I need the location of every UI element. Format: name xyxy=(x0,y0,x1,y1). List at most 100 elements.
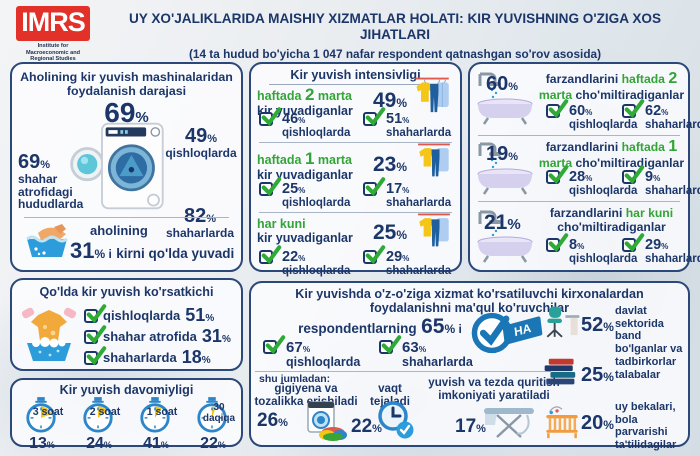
bath-row-text: farzandlarini haftada 1 marta cho'miltir… xyxy=(538,138,685,171)
duration-label: 3 soat xyxy=(32,406,64,418)
panel-intensity: Kir yuvish intensivligi haftada 2 marta … xyxy=(249,62,462,276)
intensity-row-frequency: har kuni kir yuvadiganlar xyxy=(257,217,353,245)
divider xyxy=(24,217,229,218)
office-chair-icon xyxy=(546,306,580,338)
check-square-icon xyxy=(622,165,645,185)
bathtub-icon xyxy=(477,210,533,263)
group-value: 20% xyxy=(581,412,614,434)
check-square-icon xyxy=(379,335,402,355)
handwash-row: shaharlarda 18% xyxy=(84,346,211,368)
stat-rural: 49% qishloqlarda xyxy=(165,125,237,160)
imrs-logo-subtext: Institute for Macroeconomic and Regional… xyxy=(25,43,81,63)
duration-value: 22% xyxy=(200,435,226,452)
duration-label: 1 soat xyxy=(146,406,178,418)
check-square-icon xyxy=(84,346,107,366)
respondents-line: respondentlarning 65% i xyxy=(298,315,462,338)
duration-value: 41% xyxy=(143,435,169,452)
group-text: talabalar xyxy=(615,369,661,381)
stat-rural-cell: 28% qishloqlarda xyxy=(546,165,637,197)
stopwatch-icon xyxy=(197,397,227,433)
bath-row-text: farzandlarini har kuni cho'miltiradiganl… xyxy=(549,206,674,235)
header: IMRS Institute for Macroeconomic and Reg… xyxy=(0,0,700,63)
intensity-row-frequency: haftada 2 marta kir yuvadiganlar xyxy=(257,85,353,118)
stopwatch-icon xyxy=(83,397,113,433)
note-pre: aholining xyxy=(90,223,148,238)
divider xyxy=(259,212,452,213)
panel-handwash-rate: Qo'lda kir yuvish ko'rsatkichi qishloqla… xyxy=(10,278,243,371)
group-value: 25% xyxy=(581,364,614,386)
panel-child-bathing: 60% farzandlarini haftada 2 marta cho'mi… xyxy=(468,62,700,272)
panel-machine-usage: Aholining kir yuvish mashinalaridan foyd… xyxy=(10,62,243,272)
stat-total: 69% xyxy=(104,97,149,128)
benefit-value: 26% xyxy=(257,410,288,431)
handwash-row: shahar atrofida 31% xyxy=(84,325,231,347)
divider xyxy=(259,142,452,143)
check-square-icon xyxy=(363,107,386,127)
divider xyxy=(478,135,680,136)
intensity-row-frequency: haftada 1 marta kir yuvadiganlar xyxy=(257,149,353,182)
benefit-value: 22% xyxy=(351,416,382,437)
bathtub-icon xyxy=(477,72,533,125)
ha-approval-badge: HA xyxy=(469,309,569,361)
benefit-value: 17% xyxy=(455,416,486,437)
check-square-icon xyxy=(259,177,282,197)
duration-value: 13% xyxy=(29,435,55,452)
bath-row-total: 21% xyxy=(484,211,521,234)
divider xyxy=(478,201,680,202)
duration-value: 24% xyxy=(86,435,112,452)
panel-laundromat: Kir yuvishda o'z-o'ziga xizmat ko'rsatil… xyxy=(249,281,690,451)
stat-urban-cell: 17% shaharlarda xyxy=(363,177,461,209)
panel-title: Kir yuvishda o'z-o'ziga xizmat ko'rsatil… xyxy=(295,287,644,316)
intensity-row-total: 23% xyxy=(373,153,408,176)
handwash-row: qishloqlarda 51% xyxy=(84,304,214,326)
panel-title: Aholining kir yuvish mashinalaridan foyd… xyxy=(20,70,233,99)
duration-label: 2 soat xyxy=(89,406,121,418)
stopwatch-icon xyxy=(26,397,56,433)
stat-rural-cell: 25% qishloqlarda xyxy=(259,177,357,209)
check-square-icon xyxy=(259,245,282,265)
machine-clothes-icon xyxy=(307,401,347,441)
check-square-icon xyxy=(84,304,107,324)
clock-check-icon xyxy=(378,401,414,439)
crib-icon xyxy=(546,406,578,439)
ironing-board-icon xyxy=(484,408,534,438)
stat-urban-cell: 63% shaharlarda xyxy=(379,335,483,369)
group-text: uy bekalari, bola parvarishi ta'tilidagi… xyxy=(615,401,677,451)
check-square-icon xyxy=(622,233,645,253)
including-label: shu jumladan: xyxy=(259,373,331,385)
benefit-text: yuvish va tezda quritish imkoniyati yara… xyxy=(428,376,560,403)
intensity-row-total: 25% xyxy=(373,221,408,244)
panel-duration: Kir yuvish davomiyligi 3 soat 13% 2 soat xyxy=(10,378,243,452)
bath-row-text: farzandlarini haftada 2 marta cho'miltir… xyxy=(538,70,685,103)
intensity-row-total: 49% xyxy=(373,89,408,112)
page-subtitle: (14 ta hudud bo'yicha 1 047 nafar respon… xyxy=(188,46,602,61)
panel-title: Qo'lda kir yuvish ko'rsatkichi xyxy=(39,285,214,299)
group-text: davlat sektorida band bo'lganlar va tadb… xyxy=(615,305,683,368)
washing-machine-icon xyxy=(70,122,164,210)
stat-urban-cell: 51% shaharlarda xyxy=(363,107,461,139)
panel-title: Kir yuvish intensivligi xyxy=(269,68,442,86)
clothes-rack-icon xyxy=(418,143,450,177)
check-square-icon xyxy=(263,335,286,355)
imrs-logo-text: IMRS xyxy=(16,6,90,41)
bath-row-total: 60% xyxy=(486,73,519,95)
handwash-icon xyxy=(26,224,68,257)
check-square-icon xyxy=(546,99,569,119)
page-title: UY XO'JALIKLARIDA MAISHIY XIZMATLAR HOLA… xyxy=(128,11,662,43)
check-square-icon xyxy=(259,107,282,127)
note-line: 31% i kirni qo'lda yuvadi xyxy=(70,238,235,263)
check-square-icon xyxy=(363,245,386,265)
group-value: 52% xyxy=(581,314,614,336)
bath-row-total: 19% xyxy=(486,143,519,165)
stat-rural-cell: 60% qishloqlarda xyxy=(546,99,637,131)
panel-title: Kir yuvish davomiyligi xyxy=(59,383,194,397)
stat-urban: 82% shaharlarda xyxy=(165,205,235,240)
bathtub-icon xyxy=(477,142,533,195)
check-square-icon xyxy=(622,99,645,119)
clothes-rack-icon xyxy=(415,77,449,113)
clothes-rack-icon xyxy=(418,213,450,247)
stat-urban-cell: 29% shaharlarda xyxy=(622,233,700,265)
stat-rural-cell: 46% qishloqlarda xyxy=(259,107,357,139)
books-icon xyxy=(544,358,576,385)
stat-rural-cell: 67% qishloqlarda xyxy=(263,335,367,369)
